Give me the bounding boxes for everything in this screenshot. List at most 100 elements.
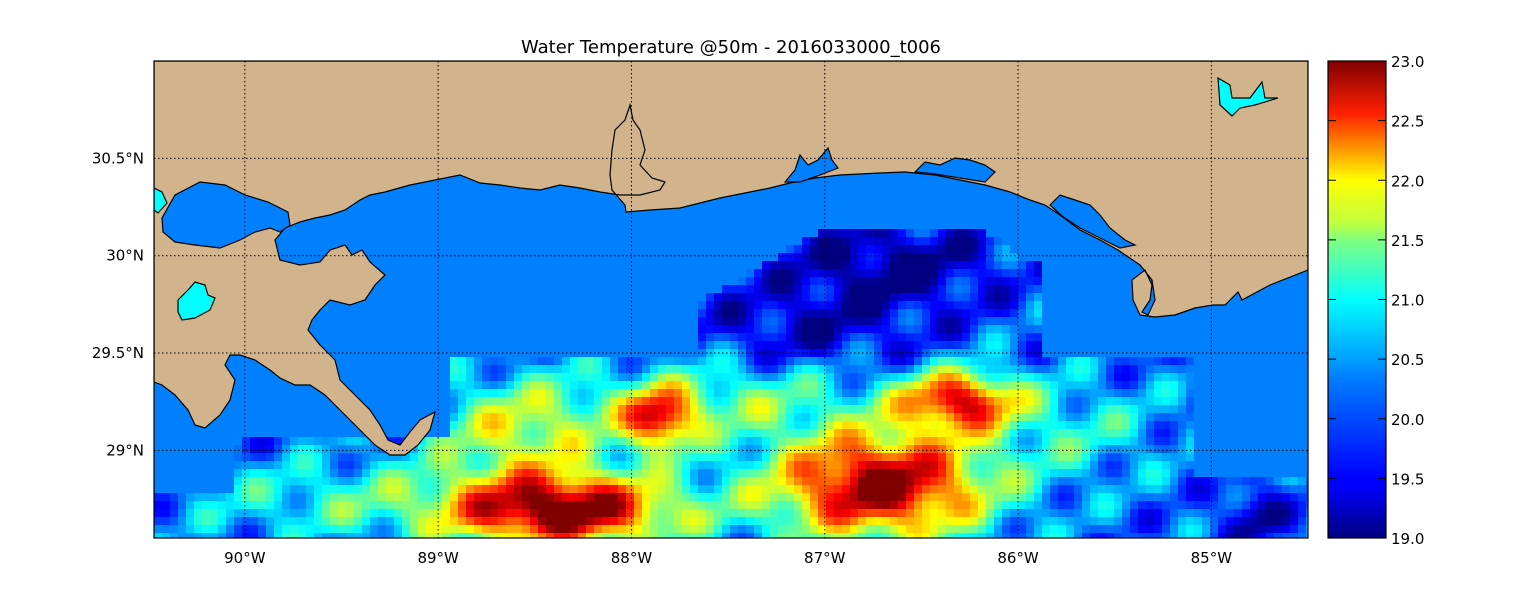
temperature-cell (650, 445, 658, 453)
temperature-cell (602, 373, 610, 381)
temperature-cell (1146, 437, 1154, 445)
temperature-cell (1202, 525, 1210, 533)
temperature-cell (882, 373, 890, 381)
temperature-cell (770, 485, 778, 493)
temperature-cell (1002, 373, 1010, 381)
temperature-cell (394, 501, 402, 509)
temperature-cell (1002, 261, 1010, 269)
temperature-cell (1258, 501, 1266, 509)
temperature-cell (810, 381, 818, 389)
temperature-cell (682, 509, 690, 517)
temperature-cell (626, 373, 634, 381)
temperature-cell (730, 413, 738, 421)
temperature-cell (866, 253, 874, 261)
temperature-cell (890, 405, 898, 413)
temperature-cell (906, 245, 914, 253)
temperature-cell (1194, 525, 1202, 533)
temperature-cell (1170, 445, 1178, 453)
temperature-cell (618, 445, 626, 453)
temperature-cell (1034, 365, 1042, 373)
temperature-cell (602, 429, 610, 437)
temperature-cell (1082, 501, 1090, 509)
temperature-cell (202, 517, 210, 525)
temperature-cell (1010, 253, 1018, 261)
temperature-cell (1194, 501, 1202, 509)
temperature-cell (810, 389, 818, 397)
temperature-cell (786, 309, 794, 317)
temperature-cell (626, 381, 634, 389)
temperature-cell (234, 453, 242, 461)
temperature-cell (1178, 477, 1186, 485)
temperature-cell (954, 493, 962, 501)
temperature-cell (642, 509, 650, 517)
temperature-cell (666, 477, 674, 485)
temperature-cell (1298, 501, 1306, 509)
temperature-cell (1066, 461, 1074, 469)
temperature-cell (650, 437, 658, 445)
temperature-cell (594, 405, 602, 413)
temperature-cell (794, 325, 802, 333)
temperature-cell (458, 493, 466, 501)
temperature-cell (618, 365, 626, 373)
temperature-cell (1250, 517, 1258, 525)
temperature-cell (346, 453, 354, 461)
temperature-cell (746, 325, 754, 333)
temperature-cell (1098, 421, 1106, 429)
temperature-cell (754, 517, 762, 525)
temperature-cell (506, 485, 514, 493)
temperature-cell (274, 469, 282, 477)
temperature-cell (482, 445, 490, 453)
temperature-cell (354, 445, 362, 453)
temperature-cell (890, 309, 898, 317)
temperature-cell (754, 317, 762, 325)
temperature-cell (1186, 445, 1194, 453)
temperature-cell (586, 485, 594, 493)
temperature-cell (834, 437, 842, 445)
temperature-cell (738, 333, 746, 341)
temperature-cell (1002, 301, 1010, 309)
temperature-cell (1210, 525, 1218, 533)
temperature-cell (754, 277, 762, 285)
temperature-cell (522, 501, 530, 509)
temperature-cell (498, 525, 506, 533)
temperature-cell (930, 357, 938, 365)
temperature-cell (642, 365, 650, 373)
temperature-cell (1066, 517, 1074, 525)
temperature-cell (802, 317, 810, 325)
temperature-cell (234, 477, 242, 485)
temperature-cell (1242, 517, 1250, 525)
temperature-cell (738, 277, 746, 285)
temperature-cell (626, 397, 634, 405)
temperature-cell (250, 469, 258, 477)
temperature-cell (754, 437, 762, 445)
temperature-cell (1074, 405, 1082, 413)
temperature-cell (578, 485, 586, 493)
temperature-cell (930, 269, 938, 277)
temperature-cell (1274, 493, 1282, 501)
temperature-cell (578, 381, 586, 389)
temperature-cell (930, 517, 938, 525)
temperature-cell (234, 469, 242, 477)
temperature-cell (978, 421, 986, 429)
temperature-cell (834, 237, 842, 245)
temperature-cell (954, 517, 962, 525)
temperature-cell (714, 437, 722, 445)
temperature-cell (1098, 397, 1106, 405)
temperature-cell (698, 365, 706, 373)
temperature-cell (1138, 373, 1146, 381)
temperature-cell (1042, 445, 1050, 453)
temperature-cell (1154, 501, 1162, 509)
temperature-cell (962, 461, 970, 469)
temperature-cell (770, 461, 778, 469)
temperature-cell (1218, 525, 1226, 533)
temperature-cell (1034, 485, 1042, 493)
temperature-cell (1074, 413, 1082, 421)
temperature-cell (530, 381, 538, 389)
temperature-cell (1090, 373, 1098, 381)
temperature-cell (978, 325, 986, 333)
temperature-cell (1018, 421, 1026, 429)
temperature-cell (298, 525, 306, 533)
temperature-cell (914, 429, 922, 437)
temperature-cell (554, 517, 562, 525)
temperature-cell (850, 501, 858, 509)
